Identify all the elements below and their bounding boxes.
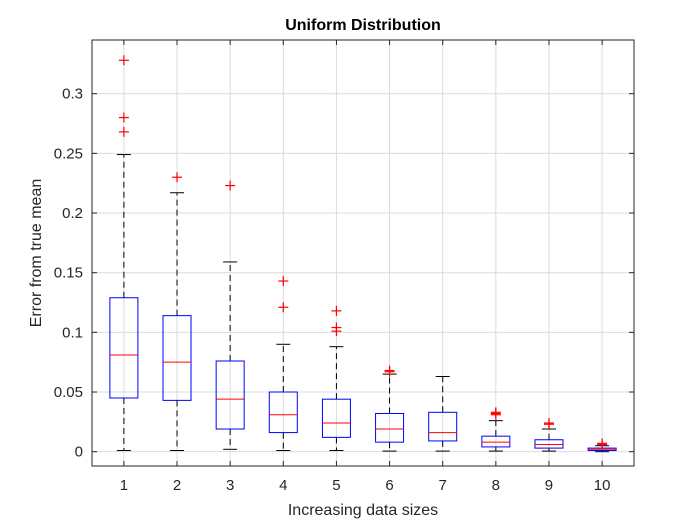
box-group-6 bbox=[375, 365, 405, 452]
y-tick-label: 0.25 bbox=[54, 145, 83, 162]
box-group-4 bbox=[268, 276, 298, 451]
x-tick-label: 7 bbox=[439, 477, 447, 494]
boxes bbox=[109, 55, 617, 453]
box-iqr bbox=[534, 439, 564, 449]
box-group-8 bbox=[481, 407, 511, 452]
y-tick-label: 0.1 bbox=[62, 324, 83, 341]
x-tick-label: 3 bbox=[226, 477, 234, 494]
y-tick-label: 0.15 bbox=[54, 265, 83, 282]
box-group-9 bbox=[534, 418, 564, 452]
y-tick-label: 0.05 bbox=[54, 384, 83, 401]
outlier-marker bbox=[384, 365, 395, 376]
x-tick-label: 8 bbox=[492, 477, 500, 494]
plot-area bbox=[92, 40, 634, 466]
y-axis-label: Error from true mean bbox=[28, 179, 45, 327]
x-tick-label: 1 bbox=[120, 477, 128, 494]
y-tick-label: 0.3 bbox=[62, 86, 83, 103]
outlier-marker bbox=[118, 55, 129, 66]
box-iqr bbox=[109, 297, 139, 399]
outlier-marker bbox=[543, 418, 554, 429]
axes-frame bbox=[91, 39, 635, 467]
box-group-7 bbox=[428, 376, 458, 452]
box-iqr bbox=[215, 360, 245, 430]
axes bbox=[91, 39, 635, 467]
box-iqr bbox=[321, 398, 351, 438]
outlier-marker bbox=[278, 302, 289, 313]
y-tick-label: 0.2 bbox=[62, 205, 83, 222]
grid-lines bbox=[92, 40, 634, 466]
box-iqr bbox=[162, 315, 192, 401]
box-group-2 bbox=[162, 172, 192, 451]
box-group-10 bbox=[587, 438, 617, 453]
box-iqr bbox=[268, 391, 298, 434]
outlier-marker bbox=[225, 180, 236, 191]
x-tick-label: 2 bbox=[173, 477, 181, 494]
outlier-marker bbox=[331, 322, 342, 333]
y-tick-label: 0 bbox=[75, 444, 83, 461]
outlier-marker bbox=[331, 305, 342, 316]
box-iqr bbox=[428, 411, 458, 442]
outlier-marker bbox=[118, 126, 129, 137]
box-group-1 bbox=[109, 55, 139, 451]
chart-title: Uniform Distribution bbox=[285, 17, 441, 34]
x-tick-label: 9 bbox=[545, 477, 553, 494]
box-iqr bbox=[375, 412, 405, 443]
outlier-marker bbox=[597, 438, 608, 449]
x-tick-label: 6 bbox=[385, 477, 393, 494]
box-group-3 bbox=[215, 180, 245, 450]
outlier-marker bbox=[172, 172, 183, 183]
x-tick-label: 4 bbox=[279, 477, 287, 494]
outlier-marker bbox=[118, 112, 129, 123]
box-group-5 bbox=[321, 305, 351, 451]
x-tick-label: 5 bbox=[332, 477, 340, 494]
tick-labels: 0 0.05 0.1 0.15 0.2 0.25 0.3 1 2 3 4 5 6 7 8 9 10 bbox=[54, 86, 611, 494]
x-axis-label: Increasing data sizes bbox=[288, 502, 438, 519]
x-tick-label: 10 bbox=[594, 477, 611, 494]
outlier-marker bbox=[490, 407, 501, 418]
box-iqr bbox=[481, 435, 511, 448]
outlier-marker bbox=[278, 276, 289, 287]
